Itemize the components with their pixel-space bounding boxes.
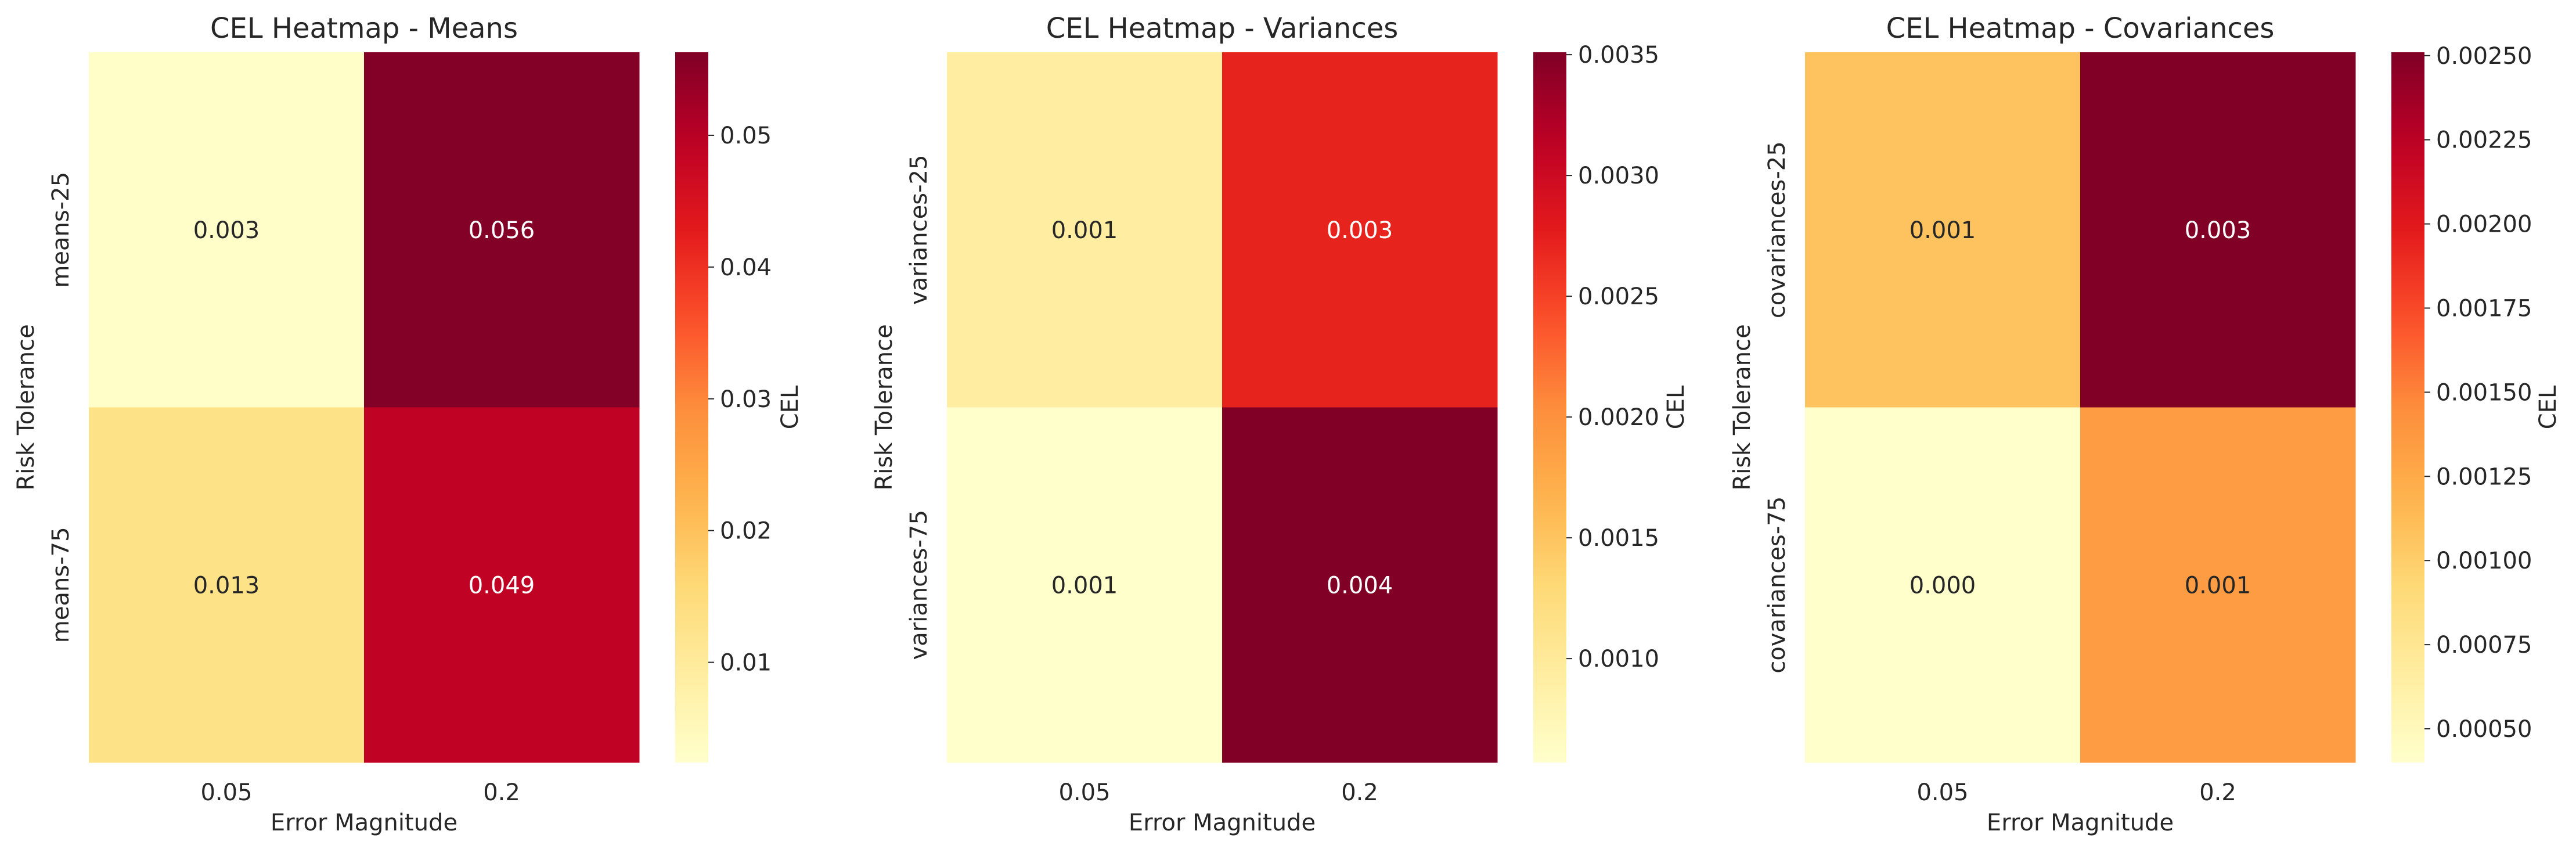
colorbar-tick-label: 0.0010: [1578, 646, 1659, 672]
colorbar-label: CEL: [777, 385, 804, 429]
colorbar-tick-label: 0.03: [720, 386, 772, 413]
colorbar-label: CEL: [1663, 385, 1689, 429]
x-tick-label: 0.2: [2199, 779, 2236, 806]
heatmap-cell: [364, 407, 640, 763]
colorbar-tick-label: 0.0025: [1578, 283, 1659, 310]
y-axis-label: Risk Tolerance: [1729, 324, 1756, 490]
colorbar-label: CEL: [2535, 385, 2561, 429]
colorbar-tick-label: 0.04: [720, 254, 772, 281]
colorbar-tick-label: 0.0035: [1578, 42, 1659, 69]
heatmap-cell: [947, 407, 1223, 763]
chart-title: CEL Heatmap - Means: [210, 12, 518, 45]
x-axis-label: Error Magnitude: [1129, 810, 1316, 836]
colorbar: [675, 52, 708, 762]
cell-value-label: 0.000: [1910, 572, 1976, 599]
chart-title: CEL Heatmap - Covariances: [1886, 12, 2275, 45]
y-tick-label: variances-75: [906, 510, 932, 660]
heatmap-cell: [364, 52, 640, 408]
heatmap-cell: [2080, 52, 2356, 408]
cell-value-label: 0.001: [2185, 572, 2251, 599]
cell-value-label: 0.003: [2185, 217, 2251, 244]
heatmap-cell: [1222, 407, 1498, 763]
x-tick-label: 0.05: [200, 779, 252, 806]
chart-title: CEL Heatmap - Variances: [1046, 12, 1399, 45]
colorbar-tick-label: 0.00225: [2436, 127, 2532, 154]
cell-value-label: 0.004: [1327, 572, 1393, 599]
y-tick-label: covariances-75: [1764, 497, 1790, 674]
cell-value-label: 0.056: [469, 217, 535, 244]
y-tick-label: means-25: [48, 172, 74, 288]
y-tick-label: covariances-25: [1764, 141, 1790, 318]
colorbar-tick-label: 0.00200: [2436, 211, 2532, 238]
cell-value-label: 0.013: [193, 572, 260, 599]
cell-value-label: 0.003: [1327, 217, 1393, 244]
y-tick-label: variances-25: [906, 155, 932, 305]
heatmap-panel-2: CEL Heatmap - Variances 0.001 0.003 0.001 0.…: [871, 12, 1689, 836]
colorbar-tick-label: 0.00050: [2436, 716, 2532, 743]
colorbar-tick-label: 0.00175: [2436, 296, 2532, 322]
heatmap-cell: [1805, 52, 2081, 408]
x-tick-label: 0.2: [1341, 779, 1378, 806]
colorbar-tick-label: 0.01: [720, 650, 772, 677]
x-tick-label: 0.05: [1916, 779, 1968, 806]
colorbar-tick-label: 0.00075: [2436, 632, 2532, 659]
y-axis-label: Risk Tolerance: [13, 324, 39, 490]
colorbar-tick-label: 0.00150: [2436, 379, 2532, 406]
heatmap-panel-1: CEL Heatmap - Means 0.003 0.056 0.013 0.049 0…: [13, 12, 804, 836]
heatmap-cell: [1805, 407, 2081, 763]
colorbar: [2391, 52, 2424, 762]
x-tick-label: 0.2: [483, 779, 520, 806]
colorbar-tick-label: 0.0015: [1578, 525, 1659, 552]
colorbar: [1533, 52, 1566, 762]
heatmap-cell: [89, 52, 365, 408]
heatmap-cell: [89, 407, 365, 763]
heatmap-panel-3: CEL Heatmap - Covariances 0.001 0.003 0.000…: [1729, 12, 2561, 836]
x-axis-label: Error Magnitude: [1987, 810, 2174, 836]
colorbar-tick-label: 0.0030: [1578, 163, 1659, 189]
y-tick-label: means-75: [48, 527, 74, 643]
cell-value-label: 0.001: [1910, 217, 1976, 244]
x-tick-label: 0.05: [1058, 779, 1110, 806]
cell-value-label: 0.049: [469, 572, 535, 599]
cell-value-label: 0.001: [1051, 572, 1118, 599]
cell-value-label: 0.003: [193, 217, 260, 244]
colorbar-tick-label: 0.00250: [2436, 43, 2532, 70]
heatmap-cell: [2080, 407, 2356, 763]
x-axis-label: Error Magnitude: [271, 810, 457, 836]
colorbar-tick-label: 0.0020: [1578, 404, 1659, 431]
colorbar-tick-label: 0.00125: [2436, 463, 2532, 490]
colorbar-tick-label: 0.00100: [2436, 548, 2532, 574]
heatmap-cell: [947, 52, 1223, 408]
colorbar-tick-label: 0.02: [720, 518, 772, 545]
cell-value-label: 0.001: [1051, 217, 1118, 244]
heatmap-cell: [1222, 52, 1498, 408]
colorbar-tick-label: 0.05: [720, 123, 772, 149]
y-axis-label: Risk Tolerance: [871, 324, 898, 490]
